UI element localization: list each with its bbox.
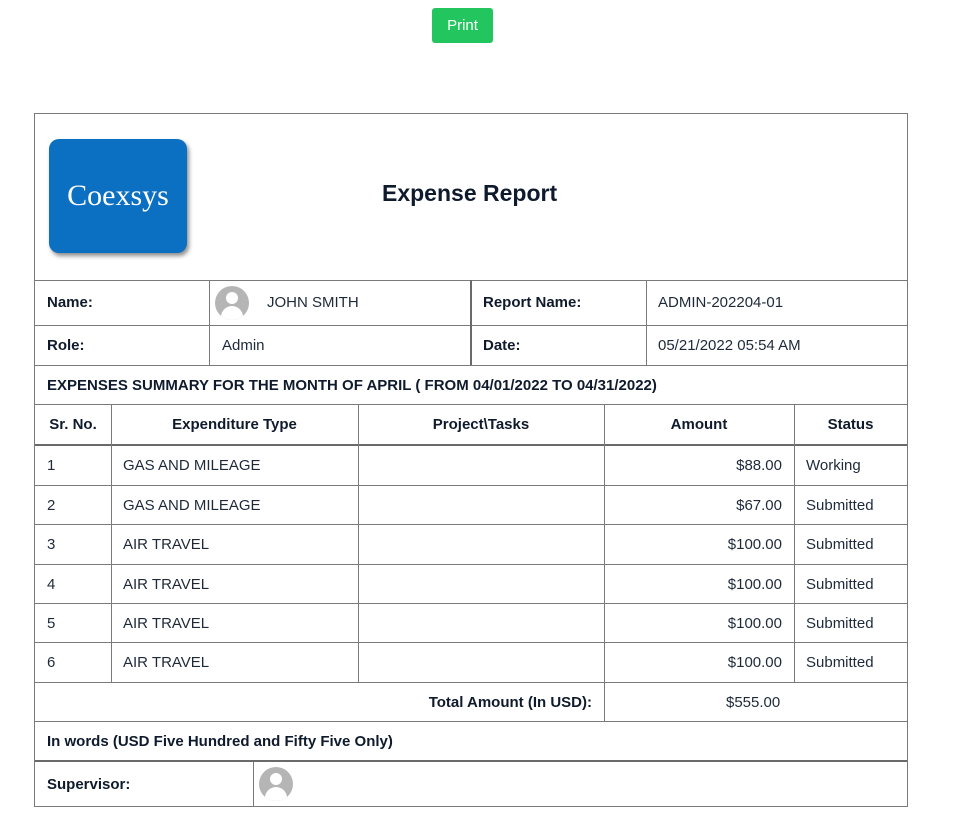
cell-status: Submitted (806, 654, 874, 671)
divider (35, 524, 907, 525)
cell-project-tasks (370, 565, 600, 603)
divider (358, 405, 359, 682)
divider (35, 682, 907, 683)
cell-sr-no: 6 (47, 654, 56, 671)
cell-amount: $100.00 (727, 654, 782, 671)
divider (794, 405, 795, 682)
cell-expenditure-type: AIR TRAVEL (123, 536, 210, 553)
column-header-project-tasks: Project\Tasks (432, 416, 530, 433)
role-value: Admin (222, 337, 265, 354)
amount-in-words: In words (USD Five Hundred and Fifty Fiv… (47, 732, 393, 750)
cell-status: Submitted (806, 614, 874, 632)
report-name-label: Report Name: (483, 294, 582, 311)
divider (35, 642, 907, 643)
role-label: Role: (47, 337, 85, 354)
cell-sr-no: 4 (47, 575, 56, 593)
divider (35, 721, 907, 722)
supervisor-avatar-icon (259, 767, 293, 801)
cell-project-tasks (370, 604, 600, 642)
cell-status: Submitted (806, 575, 874, 593)
cell-amount: $88.00 (736, 457, 782, 474)
cell-expenditure-type: AIR TRAVEL (123, 654, 210, 671)
divider (35, 485, 907, 486)
cell-expenditure-type: GAS AND MILEAGE (123, 496, 261, 514)
print-button[interactable]: Print (432, 8, 493, 43)
supervisor-label: Supervisor: (47, 775, 131, 793)
expenses-summary-title: EXPENSES SUMMARY FOR THE MONTH OF APRIL … (47, 376, 657, 394)
date-value: 05/21/2022 05:54 AM (658, 337, 801, 354)
divider (111, 405, 112, 682)
cell-sr-no: 3 (47, 536, 56, 553)
divider (209, 280, 210, 365)
date-label: Date: (483, 337, 521, 354)
cell-project-tasks (370, 525, 600, 564)
cell-sr-no: 5 (47, 614, 56, 632)
supervisor-avatar-cell (259, 762, 319, 806)
name-label: Name: (47, 294, 93, 311)
cell-status: Working (806, 457, 861, 474)
column-header-expenditure-type: Expenditure Type (172, 416, 297, 433)
page-title: Expense Report (382, 180, 558, 206)
report-header: Coexsys Expense Report (35, 114, 907, 281)
total-amount-value: $555.00 (726, 693, 781, 711)
divider (470, 280, 472, 365)
cell-sr-no: 1 (47, 457, 56, 474)
column-header-amount: Amount (670, 416, 728, 433)
divider (35, 404, 907, 405)
report-name-value: ADMIN-202204-01 (658, 294, 784, 311)
divider (253, 762, 254, 806)
cell-amount: $67.00 (736, 496, 782, 514)
divider (35, 365, 907, 366)
expense-report: Coexsys Expense Report Name: JOHN SMITH … (34, 113, 908, 807)
column-header-status: Status (827, 416, 874, 433)
total-amount-label: Total Amount (In USD): (428, 693, 592, 711)
cell-amount: $100.00 (727, 614, 782, 632)
cell-status: Submitted (806, 536, 874, 553)
company-logo: Coexsys (49, 139, 187, 253)
cell-amount: $100.00 (727, 575, 782, 593)
cell-project-tasks (370, 486, 600, 524)
cell-amount: $100.00 (727, 536, 782, 553)
cell-project-tasks (370, 643, 600, 682)
cell-expenditure-type: AIR TRAVEL (123, 614, 210, 632)
name-value-cell: JOHN SMITH (215, 280, 465, 325)
divider (35, 760, 907, 762)
divider (35, 603, 907, 604)
divider (604, 405, 605, 721)
divider (35, 564, 907, 565)
name-value: JOHN SMITH (267, 294, 359, 311)
divider (646, 280, 647, 365)
cell-status: Submitted (806, 496, 874, 514)
cell-expenditure-type: AIR TRAVEL (123, 575, 210, 593)
user-avatar-icon (215, 285, 249, 320)
cell-project-tasks (370, 446, 600, 485)
column-header-sr-no: Sr. No. (49, 416, 97, 433)
divider (35, 444, 907, 446)
cell-expenditure-type: GAS AND MILEAGE (123, 457, 261, 474)
cell-sr-no: 2 (47, 496, 56, 514)
